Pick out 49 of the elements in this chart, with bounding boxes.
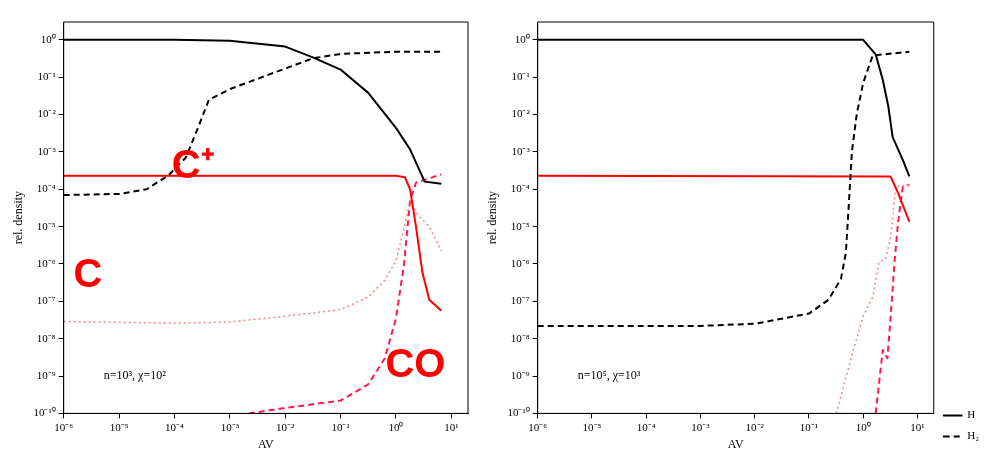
y-tick-label: 10⁻⁷ bbox=[36, 294, 56, 307]
x-tick-label: 10⁻⁵ bbox=[582, 420, 602, 433]
y-tick-label: 10⁻² bbox=[37, 107, 57, 120]
y-tick-label: 10⁻¹ bbox=[37, 70, 56, 83]
x-tick-label: 10⁰ bbox=[855, 420, 871, 433]
x-tick-label: 10⁻² bbox=[745, 420, 765, 433]
y-tick-label: 10⁰ bbox=[514, 32, 530, 45]
legend-label: H₂ bbox=[967, 429, 980, 442]
x-tick-label: 10⁻⁶ bbox=[54, 420, 74, 433]
y-tick-label: 10⁻³ bbox=[37, 144, 57, 157]
x-tick-label: 10⁻¹ bbox=[331, 420, 350, 433]
y-tick-label: 10⁻⁸ bbox=[36, 331, 56, 344]
y-tick-label: 10⁻⁹ bbox=[510, 368, 530, 381]
x-tick-label: 10⁻⁴ bbox=[165, 420, 185, 433]
y-tick-label: 10⁻¹⁰ bbox=[507, 406, 530, 419]
x-tick-label: 10⁻⁴ bbox=[636, 420, 656, 433]
y-tick-label: 10⁻⁴ bbox=[510, 182, 530, 195]
y-tick-label: 10⁻³ bbox=[511, 144, 531, 157]
y-tick-label: 10⁰ bbox=[40, 32, 56, 45]
y-axis-title: rel. density bbox=[11, 191, 26, 245]
annotation: n=10⁵, χ=10³ bbox=[577, 368, 641, 383]
y-tick-label: 10⁻⁶ bbox=[36, 256, 56, 269]
x-tick-label: 10¹ bbox=[910, 420, 925, 433]
x-tick-label: 10⁰ bbox=[388, 420, 404, 433]
y-tick-label: 10⁻⁷ bbox=[510, 294, 530, 307]
x-tick-label: 10¹ bbox=[444, 420, 459, 433]
series-label: CO bbox=[385, 341, 446, 386]
y-tick-label: 10⁻¹ bbox=[511, 70, 530, 83]
x-tick-label: 10⁻³ bbox=[220, 420, 240, 433]
x-tick-label: 10⁻⁶ bbox=[528, 420, 548, 433]
series-label: C⁺ bbox=[171, 141, 215, 186]
x-axis-title: AV bbox=[727, 436, 744, 451]
legend-label: H bbox=[967, 408, 976, 421]
y-tick-label: 10⁻⁸ bbox=[510, 331, 530, 344]
y-tick-label: 10⁻⁴ bbox=[36, 182, 56, 195]
y-tick-label: 10⁻⁶ bbox=[510, 256, 530, 269]
y-tick-label: 10⁻¹⁰ bbox=[33, 406, 56, 419]
y-tick-label: 10⁻² bbox=[511, 107, 531, 120]
y-tick-label: 10⁻⁵ bbox=[36, 219, 56, 232]
x-tick-label: 10⁻² bbox=[276, 420, 296, 433]
y-tick-label: 10⁻⁹ bbox=[36, 368, 56, 381]
x-axis-title: AV bbox=[257, 436, 275, 451]
x-tick-label: 10⁻³ bbox=[691, 420, 711, 433]
series-label: C bbox=[73, 251, 103, 296]
y-tick-label: 10⁻⁵ bbox=[510, 219, 530, 232]
y-axis-title: rel. density bbox=[485, 191, 500, 245]
annotation: n=10³, χ=10² bbox=[103, 368, 167, 383]
x-tick-label: 10⁻¹ bbox=[799, 420, 819, 433]
x-tick-label: 10⁻⁵ bbox=[109, 420, 129, 433]
